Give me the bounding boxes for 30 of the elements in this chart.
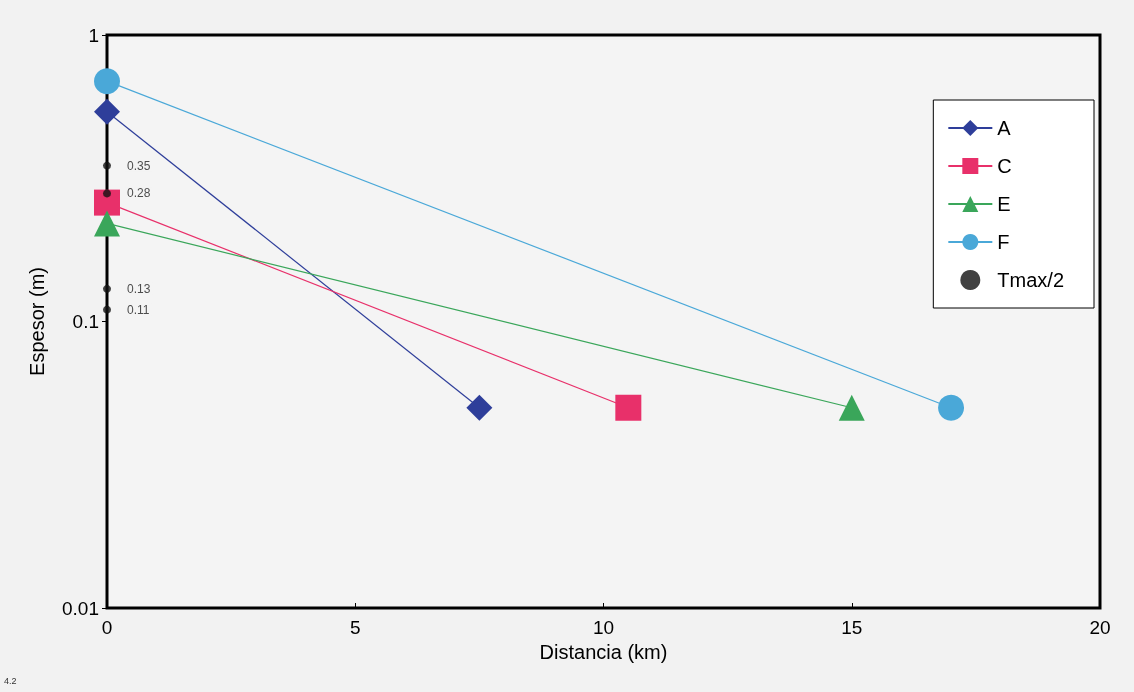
point <box>94 98 120 125</box>
x-tick-label: 0 <box>101 617 113 638</box>
x-tick-label: 15 <box>841 617 863 638</box>
x-tick-label: 5 <box>349 617 361 638</box>
point <box>103 284 111 293</box>
text: 4.2 <box>4 676 17 686</box>
y-tick-label: 0.01 <box>62 597 99 619</box>
point <box>103 189 111 198</box>
y-tick-label: 1 <box>88 24 99 46</box>
point <box>103 305 111 314</box>
data-label: 0.35 <box>127 158 151 173</box>
x-axis-title: Distancia (km) <box>539 640 668 663</box>
data-label: 0.13 <box>127 281 151 296</box>
legend-label: A <box>997 117 1012 139</box>
point <box>938 394 965 421</box>
legend-label: E <box>997 193 1011 215</box>
y-axis-title: Espesor (m) <box>26 267 48 376</box>
x-tick-label: 20 <box>1089 617 1111 638</box>
y-tick-label: 0.1 <box>72 311 99 332</box>
point <box>466 394 493 421</box>
point <box>94 68 120 95</box>
point <box>615 394 642 421</box>
data-label: 0.28 <box>127 186 151 201</box>
x-tick-label: 10 <box>592 617 615 638</box>
point <box>94 189 120 216</box>
legend-label: F <box>997 231 1010 253</box>
data-label: 0.11 <box>127 302 150 317</box>
point <box>103 161 111 170</box>
legend-label: Tmax/2 <box>997 269 1065 291</box>
legend-label: C <box>997 155 1012 177</box>
